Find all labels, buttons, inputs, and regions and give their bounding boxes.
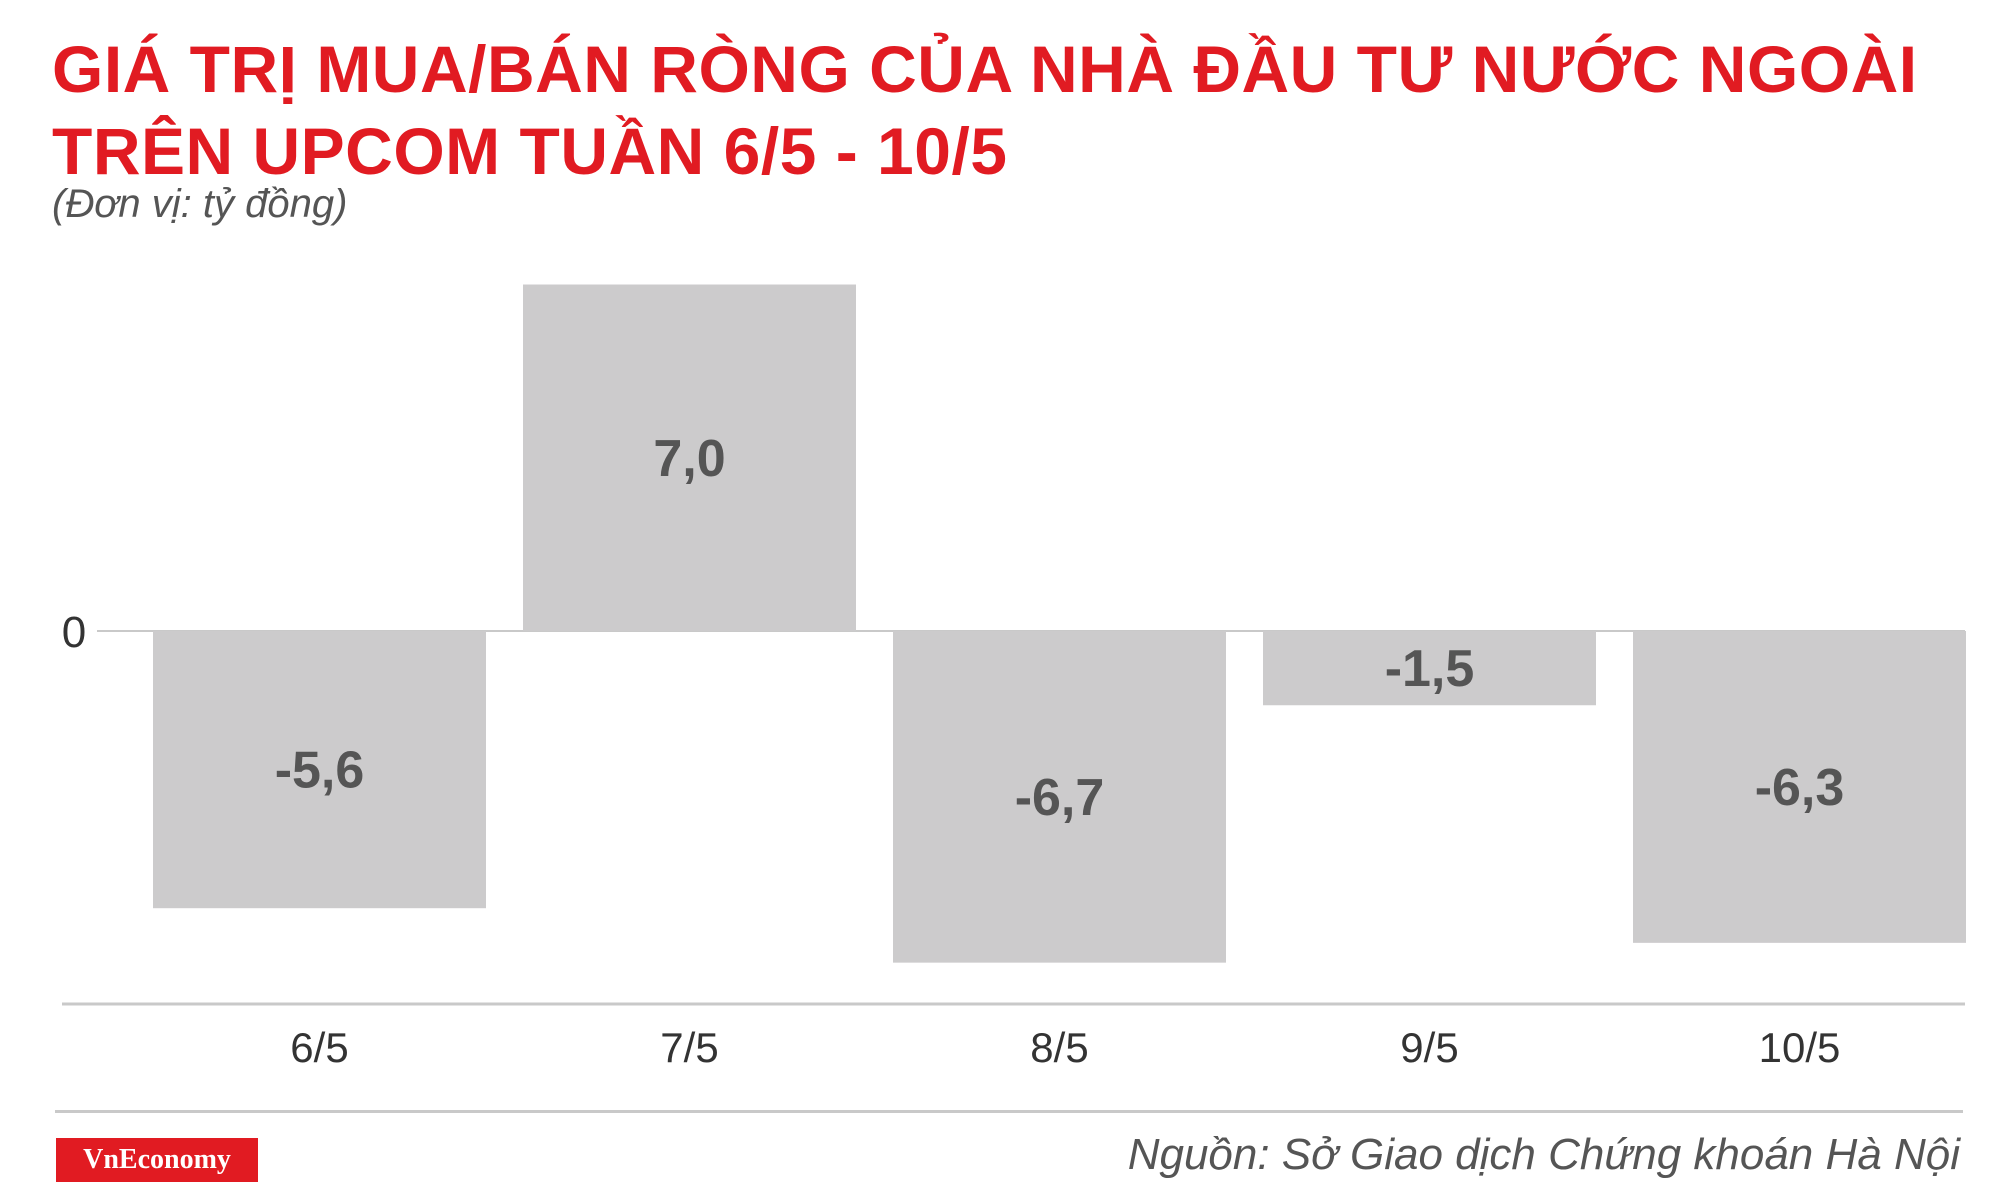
bar-7/5 — [523, 284, 856, 631]
chart-title-line2: TRÊN UPCOM TUẦN 6/5 - 10/5 — [52, 114, 1008, 188]
category-label-7/5: 7/5 — [660, 1024, 718, 1071]
value-label-7/5: 7,0 — [653, 430, 725, 488]
category-label-10/5: 10/5 — [1759, 1024, 1841, 1071]
value-label-8/5: -6,7 — [1015, 769, 1105, 827]
chart-title: GIÁ TRỊ MUA/BÁN RÒNG CỦA NHÀ ĐẦU TƯ NƯỚC… — [52, 28, 1952, 192]
bar-6/5 — [153, 631, 486, 909]
chart-title-line1: GIÁ TRỊ MUA/BÁN RÒNG CỦA NHÀ ĐẦU TƯ NƯỚC… — [52, 32, 1918, 106]
bar-9/5 — [1263, 631, 1596, 706]
vneconomy-logo: VnEconomy — [56, 1138, 258, 1182]
bar-8/5 — [893, 631, 1226, 963]
bar-10/5 — [1633, 631, 1966, 943]
source-note: Nguồn: Sở Giao dịch Chứng khoán Hà Nội — [1127, 1130, 1960, 1179]
value-label-6/5: -5,6 — [275, 742, 365, 800]
zero-tick-label: 0 — [62, 608, 86, 657]
category-label-8/5: 8/5 — [1030, 1024, 1088, 1071]
category-label-6/5: 6/5 — [290, 1024, 348, 1071]
category-label-9/5: 9/5 — [1400, 1024, 1458, 1071]
footer-divider — [55, 1110, 1963, 1113]
value-label-10/5: -6,3 — [1755, 759, 1845, 817]
value-label-9/5: -1,5 — [1385, 640, 1475, 698]
unit-label: (Đơn vị: tỷ đồng) — [52, 182, 348, 226]
